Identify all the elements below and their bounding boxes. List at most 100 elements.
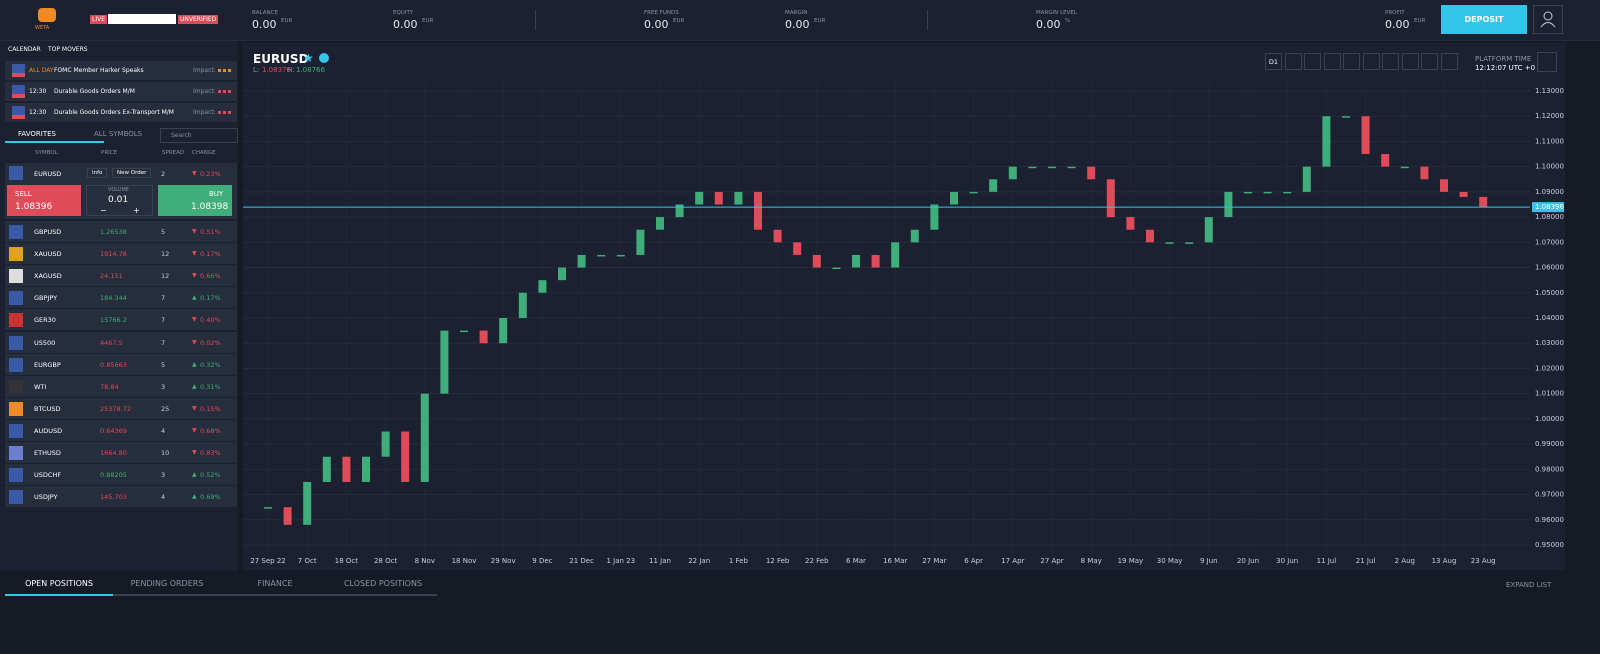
volume-minus[interactable]: − [100,206,107,215]
event-title: Durable Goods Orders M/M [54,88,135,95]
deposit-button[interactable]: DEPOSIT [1441,5,1527,34]
user-icon [1540,11,1556,28]
candle [401,431,410,482]
change-arrow: ▼ [192,272,197,280]
symbol-row[interactable] [5,221,237,242]
symbol-spread: 3 [161,382,166,391]
candle [283,507,292,525]
user-button[interactable] [1533,5,1563,34]
platform-time-label: PLATFORM TIME [1475,55,1532,63]
tool-button[interactable] [1421,53,1438,70]
y-tick-label: 1.12000 [1535,112,1564,120]
symbol-row[interactable] [5,353,237,375]
bottom-tab[interactable]: PENDING ORDERS [113,576,221,596]
candle [773,229,782,243]
symbol-row[interactable] [5,287,237,309]
symbol-row[interactable] [5,486,237,508]
symbol-row[interactable] [5,419,237,441]
buy-label: BUY [209,190,224,198]
symbol-name: BTCUSD [34,404,61,413]
tool-button[interactable] [1284,53,1302,70]
tool-button[interactable] [1323,53,1341,70]
stat-label: MARGIN LEVEL [1036,10,1077,16]
symbol-row[interactable] [5,442,237,463]
high-value: 1.08766 [296,66,325,74]
candle [1244,191,1252,194]
change-arrow: ▼ [192,338,197,346]
timeframe-button[interactable]: D1 [1265,53,1282,70]
x-tick-label: 6 Mar [846,557,866,565]
account-name-redacted [108,14,176,24]
volume-plus[interactable]: + [133,206,140,215]
buy-button[interactable] [158,185,232,216]
candle [1224,191,1233,218]
candle [714,191,723,205]
symbol-icon [9,468,23,483]
tool-button[interactable] [1401,53,1419,70]
tool-button[interactable] [1440,53,1458,70]
change-arrow: ▼ [192,404,197,412]
change-arrow: ▼ [192,316,197,324]
favorite-star[interactable]: ★ [303,51,314,65]
symbol-name: EURGBP [34,360,61,369]
symbol-row[interactable] [5,397,237,419]
candle [812,254,821,268]
x-tick-label: 8 May [1081,557,1102,565]
change-arrow: ▲ [192,360,197,368]
symbol-row[interactable] [5,464,237,486]
symbol-row[interactable] [5,331,237,353]
favorites-tab[interactable]: FAVORITES [18,130,56,138]
info-button[interactable]: Info [87,168,108,178]
candle [1361,116,1370,155]
fullscreen-button[interactable] [1537,52,1557,72]
change-arrow: ▲ [192,471,197,479]
tool-button[interactable] [1382,53,1399,70]
y-tick-label: 1.06000 [1535,264,1564,272]
symbol-name: US500 [34,338,56,347]
tool-button[interactable] [1362,53,1380,70]
x-tick-label: 9 Dec [532,557,552,565]
candle [1048,166,1056,169]
symbol-icon [9,247,23,262]
candle [558,267,566,281]
x-tick-label: 17 Apr [1001,557,1024,565]
info-icon[interactable] [319,53,329,63]
candle [479,330,488,344]
stat-label: FREE FUNDS [644,10,679,16]
y-tick-label: 0.96000 [1535,516,1564,524]
symbol-spread: 3 [161,471,166,480]
symbol-price: 1664.80 [100,449,127,457]
candle [1302,166,1311,192]
symbol-icon [9,166,23,180]
symbol-change: 0.32% [200,360,221,369]
expand-list[interactable]: EXPAND LIST [1506,581,1552,589]
symbol-row[interactable] [5,375,237,397]
candle [499,318,508,344]
change-arrow: ▲ [192,294,197,302]
divider [535,10,536,30]
calendar-tab[interactable]: TOP MOVERS [48,46,88,53]
high-label: H: [287,66,295,74]
candle [1165,242,1174,244]
tool-button[interactable] [1343,53,1360,70]
symbol-row[interactable] [5,309,237,331]
search-box[interactable]: Search [160,128,238,143]
symbol-row[interactable] [5,243,237,265]
bottom-tab[interactable]: FINANCE [221,576,329,596]
sell-button[interactable] [7,185,81,216]
symbol-price: 184.344 [100,294,127,303]
x-tick-label: 13 Aug [1432,557,1457,565]
symbol-change: 0.68% [200,426,221,435]
symbol-row[interactable] [5,265,237,287]
all-symbols-tab[interactable]: ALL SYMBOLS [94,130,143,138]
symbol-change: 0.02% [200,338,221,347]
symbol-name: XAGUSD [34,272,62,281]
bottom-tab[interactable]: CLOSED POSITIONS [329,576,437,596]
calendar-tab[interactable]: CALENDAR [8,46,41,53]
candle [1459,191,1468,197]
event-title: Durable Goods Orders Ex-Transport M/M [54,109,174,116]
new-order-button[interactable]: New Order [112,168,152,178]
volume-label: VOLUME [108,187,129,193]
tool-button[interactable] [1304,53,1321,70]
bottom-tab[interactable]: OPEN POSITIONS [5,576,113,596]
